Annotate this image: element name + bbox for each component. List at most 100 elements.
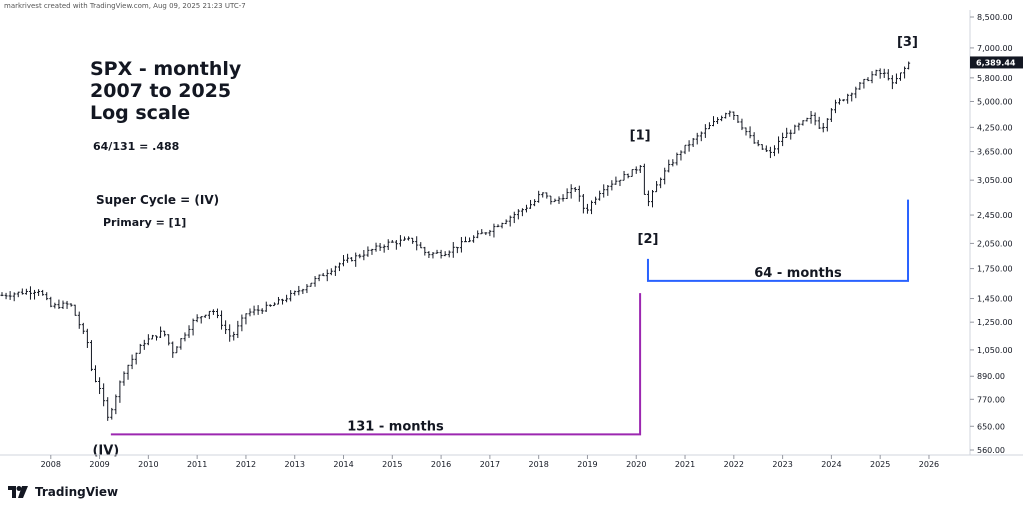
ohlc-bar bbox=[293, 290, 297, 296]
ohlc-bar bbox=[504, 219, 508, 225]
ohlc-bar bbox=[403, 236, 406, 241]
ohlc-bar bbox=[183, 332, 187, 342]
y-tick-label: 5,800.00 bbox=[977, 74, 1013, 83]
ohlc-bar bbox=[679, 150, 683, 161]
x-tick-label: 2018 bbox=[528, 460, 548, 469]
y-tick-label: 2,450.00 bbox=[977, 211, 1013, 220]
ohlc-bar bbox=[813, 112, 817, 126]
ohlc-bar bbox=[49, 296, 53, 308]
chart-title-line3: Log scale bbox=[90, 102, 191, 124]
ohlc-bar bbox=[472, 235, 476, 243]
span-64-label: 64 - months bbox=[754, 266, 842, 281]
ohlc-bar bbox=[752, 132, 756, 144]
ohlc-bar bbox=[171, 341, 175, 358]
ohlc-bar bbox=[439, 249, 443, 259]
ohlc-bar bbox=[760, 144, 764, 150]
ohlc-bar bbox=[142, 339, 146, 350]
ohlc-bar bbox=[33, 289, 37, 300]
ohlc-bar bbox=[256, 305, 260, 315]
ohlc-bar bbox=[854, 86, 858, 99]
ohlc-bar bbox=[435, 249, 439, 254]
y-tick-label: 1,750.00 bbox=[977, 265, 1013, 274]
ohlc-bar bbox=[870, 71, 874, 84]
ohlc-bar bbox=[455, 246, 459, 254]
ohlc-bar bbox=[264, 301, 268, 312]
ohlc-bar bbox=[541, 192, 545, 198]
ohlc-bar bbox=[24, 288, 28, 295]
ohlc-bar bbox=[207, 310, 211, 320]
ohlc-bar bbox=[602, 184, 606, 198]
ohlc-bar bbox=[825, 118, 829, 132]
ohlc-bar bbox=[744, 127, 748, 136]
tradingview-logo-text: TradingView bbox=[35, 485, 119, 499]
ohlc-bar bbox=[179, 338, 183, 350]
ohlc-bar bbox=[451, 242, 455, 258]
ohlc-bar bbox=[390, 239, 394, 243]
ohlc-bar bbox=[102, 383, 106, 407]
x-tick-label: 2016 bbox=[431, 460, 451, 469]
ohlc-bar bbox=[777, 136, 781, 154]
ohlc-bar bbox=[354, 252, 358, 267]
ohlc-bar bbox=[890, 75, 894, 90]
ohlc-bar bbox=[683, 144, 687, 155]
ohlc-bar bbox=[476, 230, 480, 239]
ohlc-bar bbox=[907, 61, 911, 70]
ohlc-bar bbox=[232, 331, 236, 341]
ohlc-bar bbox=[358, 253, 362, 259]
x-tick-label: 2010 bbox=[138, 460, 158, 469]
ohlc-bar bbox=[484, 232, 488, 236]
ohlc-bar bbox=[801, 120, 805, 126]
ohlc-bar bbox=[427, 251, 431, 259]
ohlc-bar bbox=[16, 291, 20, 298]
ohlc-bar bbox=[772, 145, 776, 157]
tradingview-logo[interactable]: TradingView bbox=[8, 484, 118, 500]
ohlc-bar bbox=[756, 139, 760, 147]
span-64-line bbox=[646, 199, 910, 282]
ohlc-bar bbox=[630, 169, 634, 177]
ohlc-bar bbox=[411, 237, 415, 244]
ohlc-bar bbox=[557, 196, 561, 204]
ohlc-bar bbox=[130, 354, 134, 370]
ohlc-bar bbox=[94, 365, 98, 383]
y-tick-label: 1,050.00 bbox=[977, 346, 1013, 355]
ohlc-bar bbox=[492, 223, 496, 238]
ohlc-bar bbox=[516, 209, 520, 220]
ohlc-bar bbox=[732, 111, 736, 120]
ohlc-bar bbox=[321, 272, 325, 277]
ohlc-bar bbox=[549, 195, 553, 205]
ohlc-bar bbox=[512, 211, 516, 224]
ohlc-bar bbox=[305, 284, 309, 294]
ohlc-bar bbox=[407, 236, 411, 241]
ohlc-bar bbox=[374, 242, 378, 252]
ohlc-bar bbox=[785, 127, 789, 138]
ohlc-bar bbox=[590, 200, 594, 215]
ohlc-bar bbox=[195, 314, 199, 323]
ohlc-bar bbox=[781, 132, 785, 147]
x-tick-label: 2013 bbox=[285, 460, 305, 469]
ohlc-bar bbox=[118, 380, 122, 403]
ohlc-bar bbox=[272, 302, 276, 307]
ohlc-bar bbox=[622, 170, 626, 181]
ohlc-bar bbox=[886, 69, 890, 81]
x-tick-label: 2019 bbox=[577, 460, 597, 469]
ohlc-bar bbox=[240, 314, 244, 332]
ohlc-bar bbox=[537, 190, 541, 203]
ohlc-bar bbox=[106, 397, 110, 421]
ohlc-bar bbox=[370, 248, 374, 255]
ohlc-bar bbox=[805, 117, 809, 122]
x-tick-label: 2020 bbox=[626, 460, 646, 469]
wave-label-iv: (IV) bbox=[92, 443, 119, 458]
ohlc-bar bbox=[203, 314, 207, 318]
ohlc-bars bbox=[0, 61, 911, 421]
ohlc-bar bbox=[301, 288, 305, 294]
ohlc-bar bbox=[236, 320, 240, 339]
price-chart[interactable]: 131 - months 64 - months (IV) [1] [2] [3] 8,5… bbox=[0, 0, 1023, 484]
ohlc-bar bbox=[634, 166, 638, 174]
ohlc-bar bbox=[793, 124, 797, 134]
ohlc-bar bbox=[736, 115, 740, 123]
ohlc-bar bbox=[53, 302, 57, 309]
ohlc-bar bbox=[598, 190, 602, 201]
ohlc-bar bbox=[711, 116, 715, 127]
ohlc-bar bbox=[167, 334, 171, 346]
ohlc-bar bbox=[285, 294, 289, 303]
